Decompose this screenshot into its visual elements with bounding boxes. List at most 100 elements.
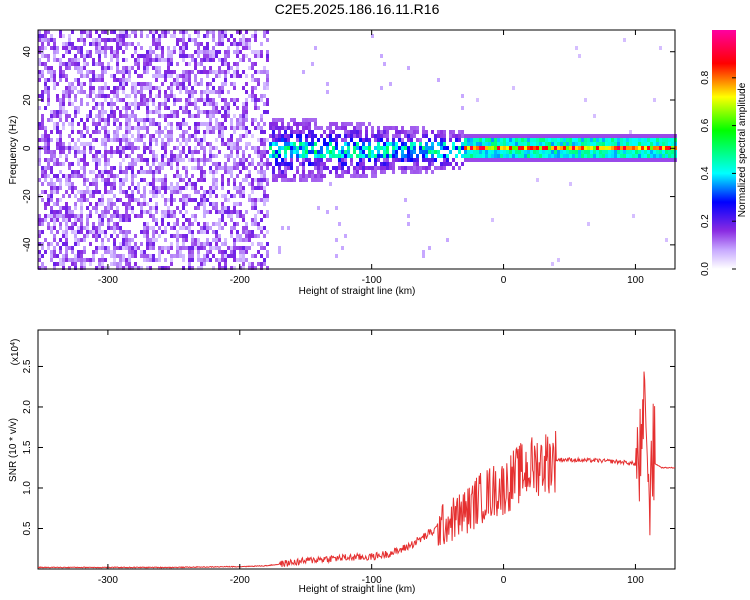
heatmap-cell xyxy=(431,146,434,150)
heatmap-cell xyxy=(53,82,56,86)
heatmap-cell xyxy=(602,134,605,138)
heatmap-cell xyxy=(557,138,560,142)
heatmap-cell xyxy=(536,142,539,146)
heatmap-cell xyxy=(287,134,290,138)
heatmap-cell xyxy=(260,170,263,174)
heatmap-cell xyxy=(143,58,146,62)
heatmap-cell xyxy=(350,162,353,166)
heatmap-cell xyxy=(464,146,467,150)
heatmap-cell xyxy=(128,250,131,254)
heatmap-cell xyxy=(176,42,179,46)
heatmap-cell xyxy=(206,222,209,226)
heatmap-cell xyxy=(194,130,197,134)
heatmap-cell xyxy=(281,126,284,130)
heatmap-cell xyxy=(374,166,377,170)
heatmap-cell xyxy=(101,110,104,114)
heatmap-cell xyxy=(401,142,404,146)
heatmap-cell xyxy=(185,166,188,170)
heatmap-cell xyxy=(626,142,629,146)
heatmap-cell xyxy=(65,218,68,222)
heatmap-cell xyxy=(125,114,128,118)
heatmap-cell xyxy=(101,266,104,270)
heatmap-cell xyxy=(98,262,101,266)
heatmap-cell xyxy=(668,158,671,162)
heatmap-cell xyxy=(113,86,116,90)
heatmap-cell xyxy=(185,106,188,110)
heatmap-cell xyxy=(179,234,182,238)
heatmap-cell xyxy=(41,34,44,38)
heatmap-cell xyxy=(77,170,80,174)
heatmap-cell xyxy=(125,230,128,234)
heatmap-cell xyxy=(188,230,191,234)
heatmap-cell xyxy=(95,250,98,254)
heatmap-cell xyxy=(188,82,191,86)
heatmap-cell xyxy=(107,202,110,206)
heatmap-cell xyxy=(233,62,236,66)
heatmap-cell xyxy=(299,162,302,166)
heatmap-cell xyxy=(149,206,152,210)
heatmap-cell xyxy=(260,178,263,182)
heatmap-cell xyxy=(80,30,83,34)
heatmap-cell xyxy=(311,150,314,154)
heatmap-cell xyxy=(230,266,233,270)
heatmap-cell xyxy=(74,234,77,238)
heatmap-cell xyxy=(218,226,221,230)
heatmap-cell xyxy=(41,74,44,78)
heatmap-cell xyxy=(80,230,83,234)
heatmap-cell xyxy=(356,174,359,178)
heatmap-cell xyxy=(242,266,245,270)
heatmap-cell xyxy=(155,38,158,42)
heatmap-cell xyxy=(41,242,44,246)
heatmap-cell xyxy=(266,30,269,34)
heatmap-cell xyxy=(320,158,323,162)
heatmap-cell xyxy=(59,150,62,154)
heatmap-cell xyxy=(554,134,557,138)
heatmap-cell xyxy=(56,230,59,234)
heatmap-cell xyxy=(272,138,275,142)
heatmap-cell xyxy=(557,158,560,162)
heatmap-cell xyxy=(107,226,110,230)
heatmap-cell xyxy=(311,62,314,66)
heatmap-cell xyxy=(134,118,137,122)
heatmap-cell xyxy=(164,102,167,106)
heatmap-cell xyxy=(98,54,101,58)
heatmap-cell xyxy=(167,162,170,166)
heatmap-cell xyxy=(443,130,446,134)
heatmap-cell xyxy=(146,114,149,118)
heatmap-cell xyxy=(143,126,146,130)
heatmap-cell xyxy=(83,62,86,66)
heatmap-cell xyxy=(65,178,68,182)
heatmap-cell xyxy=(146,230,149,234)
heatmap-cell xyxy=(128,242,131,246)
heatmap-cell xyxy=(212,190,215,194)
colorbar-tick-label: 0.8 xyxy=(700,70,711,84)
heatmap-cell xyxy=(89,182,92,186)
heatmap-cell xyxy=(188,150,191,154)
heatmap-cell xyxy=(236,174,239,178)
heatmap-cell xyxy=(335,238,338,242)
heatmap-cell xyxy=(266,182,269,186)
heatmap-cell xyxy=(236,70,239,74)
heatmap-cell xyxy=(575,138,578,142)
heatmap-cell xyxy=(557,142,560,146)
heatmap-cell xyxy=(158,58,161,62)
heatmap-cell xyxy=(245,142,248,146)
heatmap-cell xyxy=(416,162,419,166)
heatmap-cell xyxy=(341,154,344,158)
heatmap-cell xyxy=(74,230,77,234)
heatmap-cell xyxy=(176,246,179,250)
heatmap-cell xyxy=(575,142,578,146)
heatmap-cell xyxy=(311,142,314,146)
heatmap-cell xyxy=(224,194,227,198)
heatmap-cell xyxy=(473,146,476,150)
heatmap-cell xyxy=(59,78,62,82)
heatmap-cell xyxy=(89,54,92,58)
heatmap-cell xyxy=(92,258,95,262)
heatmap-cell xyxy=(152,50,155,54)
heatmap-cell xyxy=(143,170,146,174)
heatmap-cell xyxy=(92,170,95,174)
heatmap-cell xyxy=(266,230,269,234)
heatmap-cell xyxy=(560,146,563,150)
heatmap-cell xyxy=(218,222,221,226)
heatmap-cell xyxy=(542,142,545,146)
